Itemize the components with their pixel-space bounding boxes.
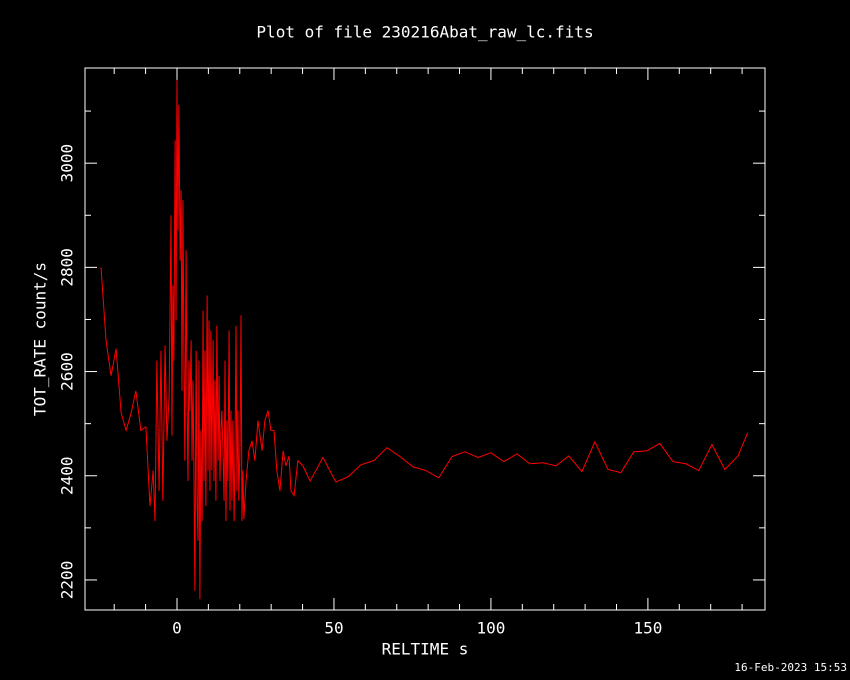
y-tick-label: 2600 [58,352,77,391]
x-tick-label: 0 [172,619,182,638]
y-axis-label: TOT_RATE count/s [31,262,50,416]
footer-timestamp: 16-Feb-2023 15:53 [734,661,847,674]
x-axis-label: RELTIME s [382,640,469,659]
y-tick-label: 2200 [58,561,77,600]
x-tick-label: 50 [324,619,343,638]
x-tick-label: 150 [633,619,662,638]
y-tick-label: 2400 [58,456,77,495]
x-tick-label: 100 [476,619,505,638]
plot-frame [84,67,766,611]
y-tick-label: 3000 [58,144,77,183]
light-curve [100,79,749,600]
chart-title: Plot of file 230216Abat_raw_lc.fits [256,23,593,42]
y-tick-label: 2800 [58,248,77,287]
